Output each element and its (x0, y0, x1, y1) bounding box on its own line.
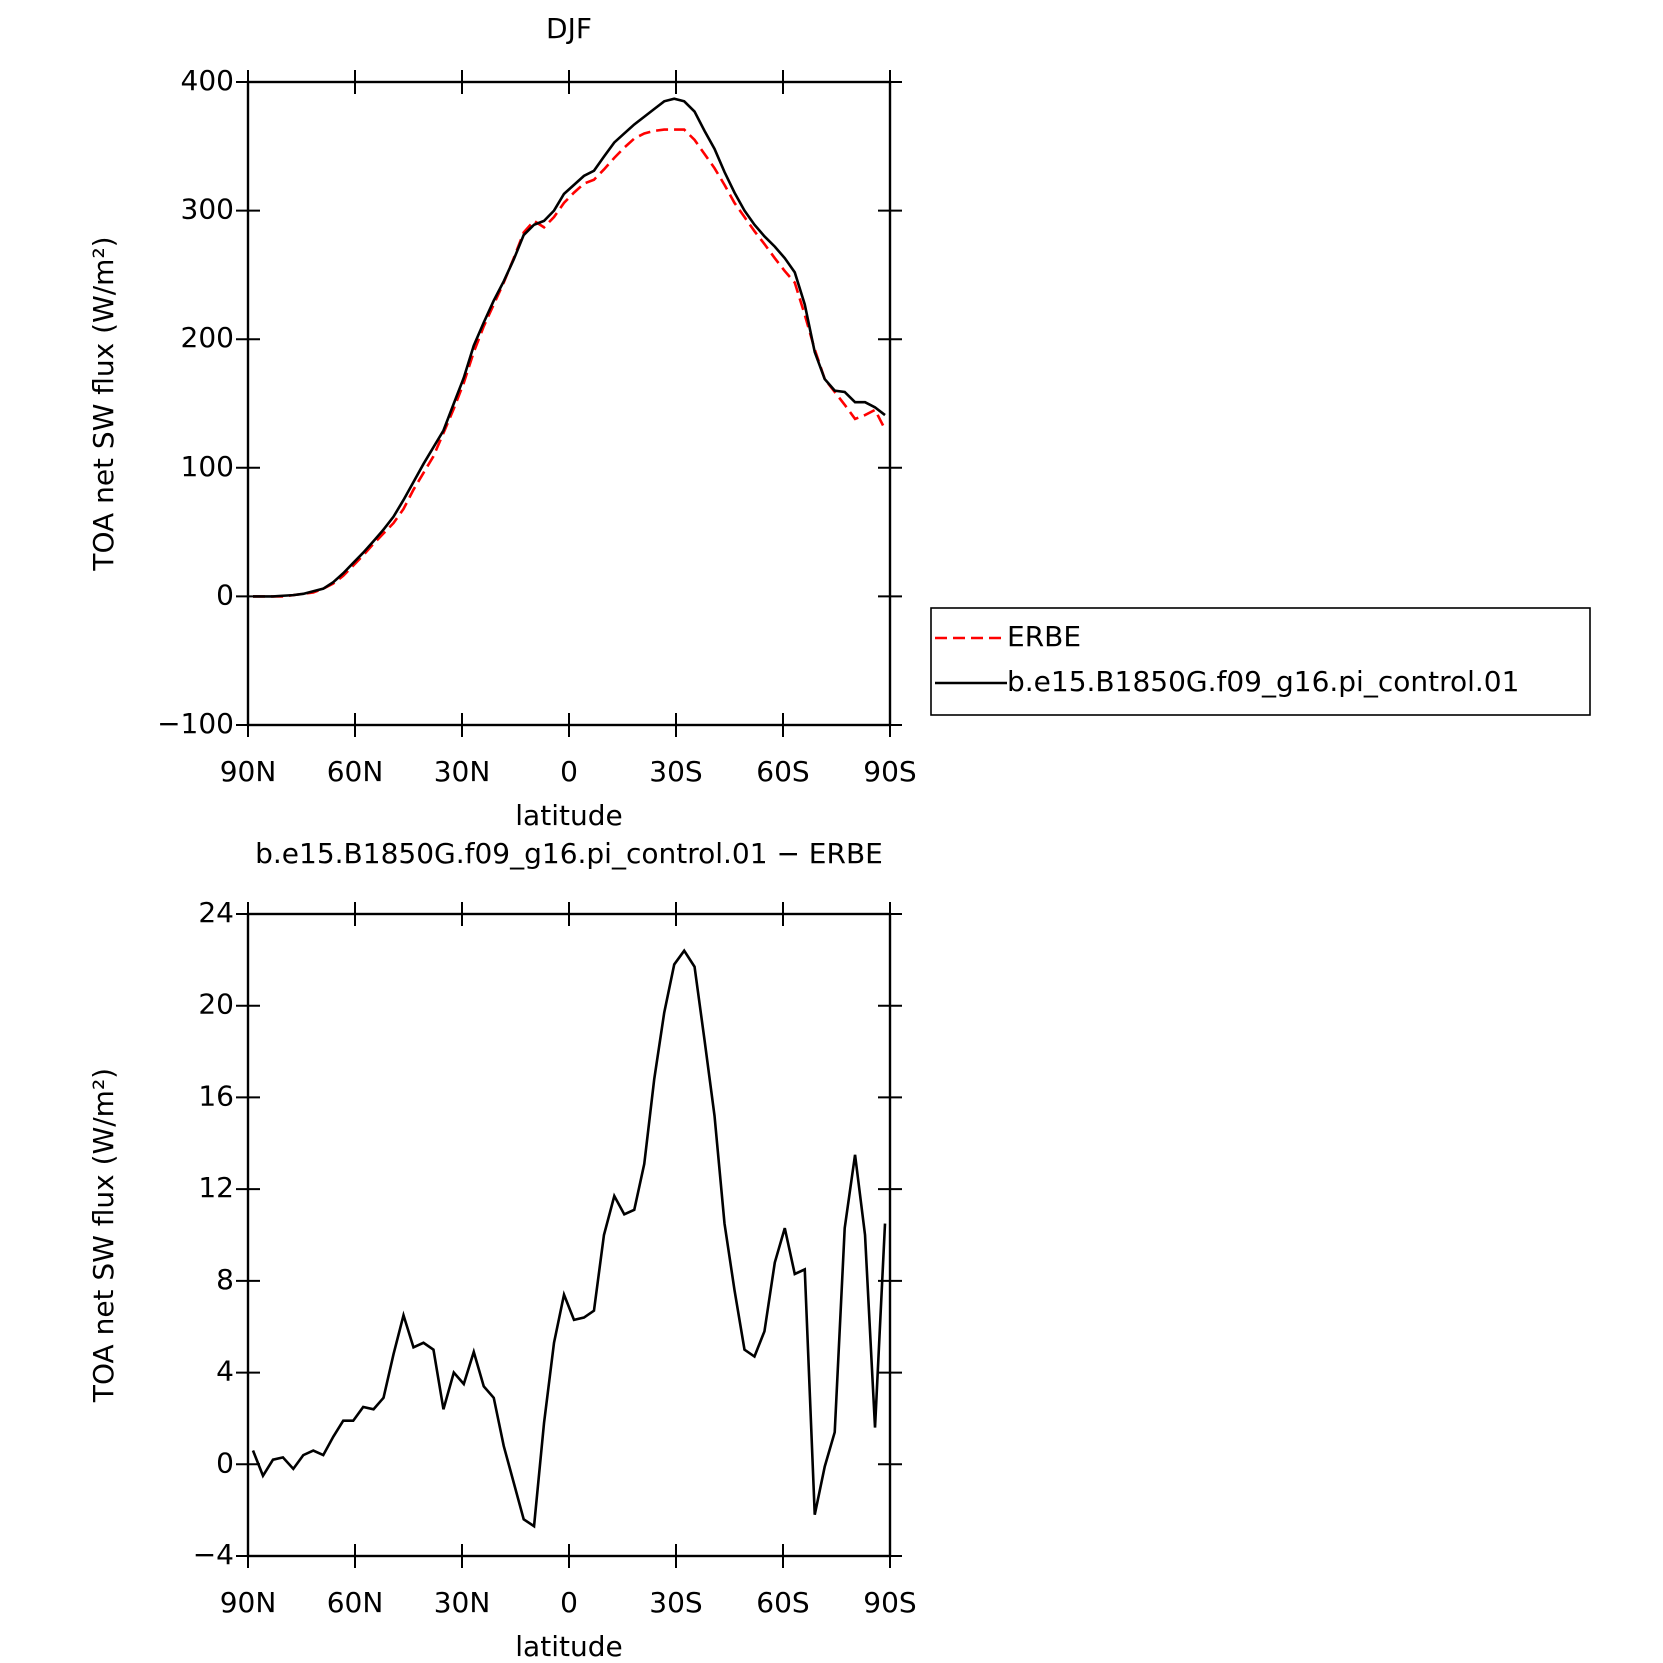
data-line (251, 948, 887, 1529)
x-axis-label: latitude (515, 1630, 622, 1663)
y-tick-label: 300 (181, 193, 234, 226)
x-tick-label: 0 (560, 1586, 578, 1619)
plot-frame (246, 80, 892, 727)
y-tick-label: 0 (216, 578, 234, 611)
y-tick-label: −4 (193, 1538, 234, 1571)
x-tick-label: 90S (863, 755, 916, 788)
legend-label: b.e15.B1850G.f09_g16.pi_control.01 (1007, 665, 1519, 698)
y-tick-label: 0 (216, 1446, 234, 1479)
chart-title: DJF (546, 12, 592, 45)
y-tick-label: 24 (198, 896, 234, 929)
chart-title: b.e15.B1850G.f09_g16.pi_control.01 − ERB… (255, 837, 883, 870)
y-tick-label: 8 (216, 1263, 234, 1296)
x-tick-label: 60S (756, 1586, 809, 1619)
x-axis-label: latitude (515, 799, 622, 832)
plot-frame (246, 912, 892, 1558)
x-tick-label: 0 (560, 755, 578, 788)
y-tick-label: 16 (198, 1079, 234, 1112)
x-tick-label: 90N (220, 1586, 277, 1619)
legend-box (930, 607, 1591, 716)
x-tick-label: 30S (649, 755, 702, 788)
x-tick-label: 30S (649, 1586, 702, 1619)
y-tick-label: 100 (181, 450, 234, 483)
y-tick-label: 4 (216, 1355, 234, 1388)
x-tick-label: 60N (327, 755, 384, 788)
legend-label: ERBE (1007, 620, 1081, 653)
x-tick-label: 30N (434, 755, 491, 788)
y-tick-label: 12 (198, 1171, 234, 1204)
data-line (252, 128, 887, 598)
data-line (252, 97, 886, 598)
y-tick-label: −100 (157, 707, 234, 740)
x-tick-label: 60S (756, 755, 809, 788)
y-axis-label: TOA net SW flux (W/m²) (87, 236, 120, 571)
y-axis-label: TOA net SW flux (W/m²) (87, 1068, 120, 1403)
y-tick-label: 200 (181, 321, 234, 354)
y-tick-label: 400 (181, 64, 234, 97)
y-tick-label: 20 (198, 988, 234, 1021)
x-tick-label: 30N (434, 1586, 491, 1619)
x-tick-label: 90N (220, 755, 277, 788)
x-tick-label: 90S (863, 1586, 916, 1619)
x-tick-label: 60N (327, 1586, 384, 1619)
